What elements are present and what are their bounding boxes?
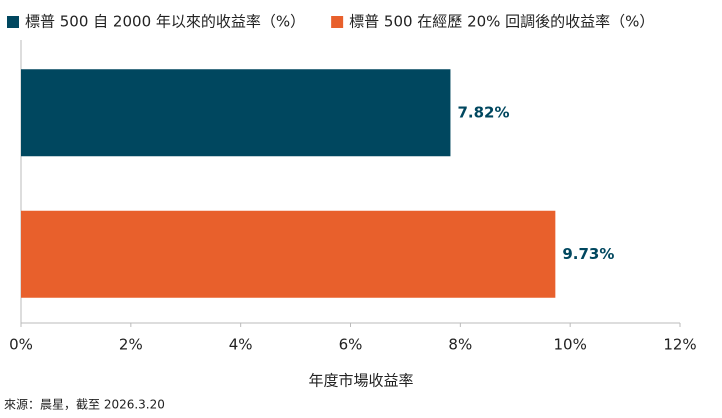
bar (21, 69, 451, 157)
source-note: 來源：晨星，截至 2026.3.20 (4, 398, 165, 412)
legend-swatch (331, 16, 344, 28)
value-label: 9.73% (562, 245, 614, 263)
bar (21, 210, 556, 298)
x-tick-label: 2% (119, 336, 143, 354)
legend-label: 標普 500 自 2000 年以來的收益率（%） (25, 13, 305, 31)
legend-label: 標普 500 在經歷 20% 回調後的收益率（%） (349, 13, 654, 31)
legend-swatch (7, 16, 19, 28)
x-axis-label: 年度市場收益率 (308, 372, 413, 390)
x-tick-label: 10% (553, 336, 586, 354)
x-tick-label: 8% (448, 336, 472, 354)
value-label: 7.82% (457, 103, 509, 121)
x-tick-label: 6% (339, 336, 363, 354)
x-tick-label: 4% (229, 336, 253, 354)
x-tick-label: 12% (663, 336, 696, 354)
x-tick-label: 0% (9, 336, 33, 354)
